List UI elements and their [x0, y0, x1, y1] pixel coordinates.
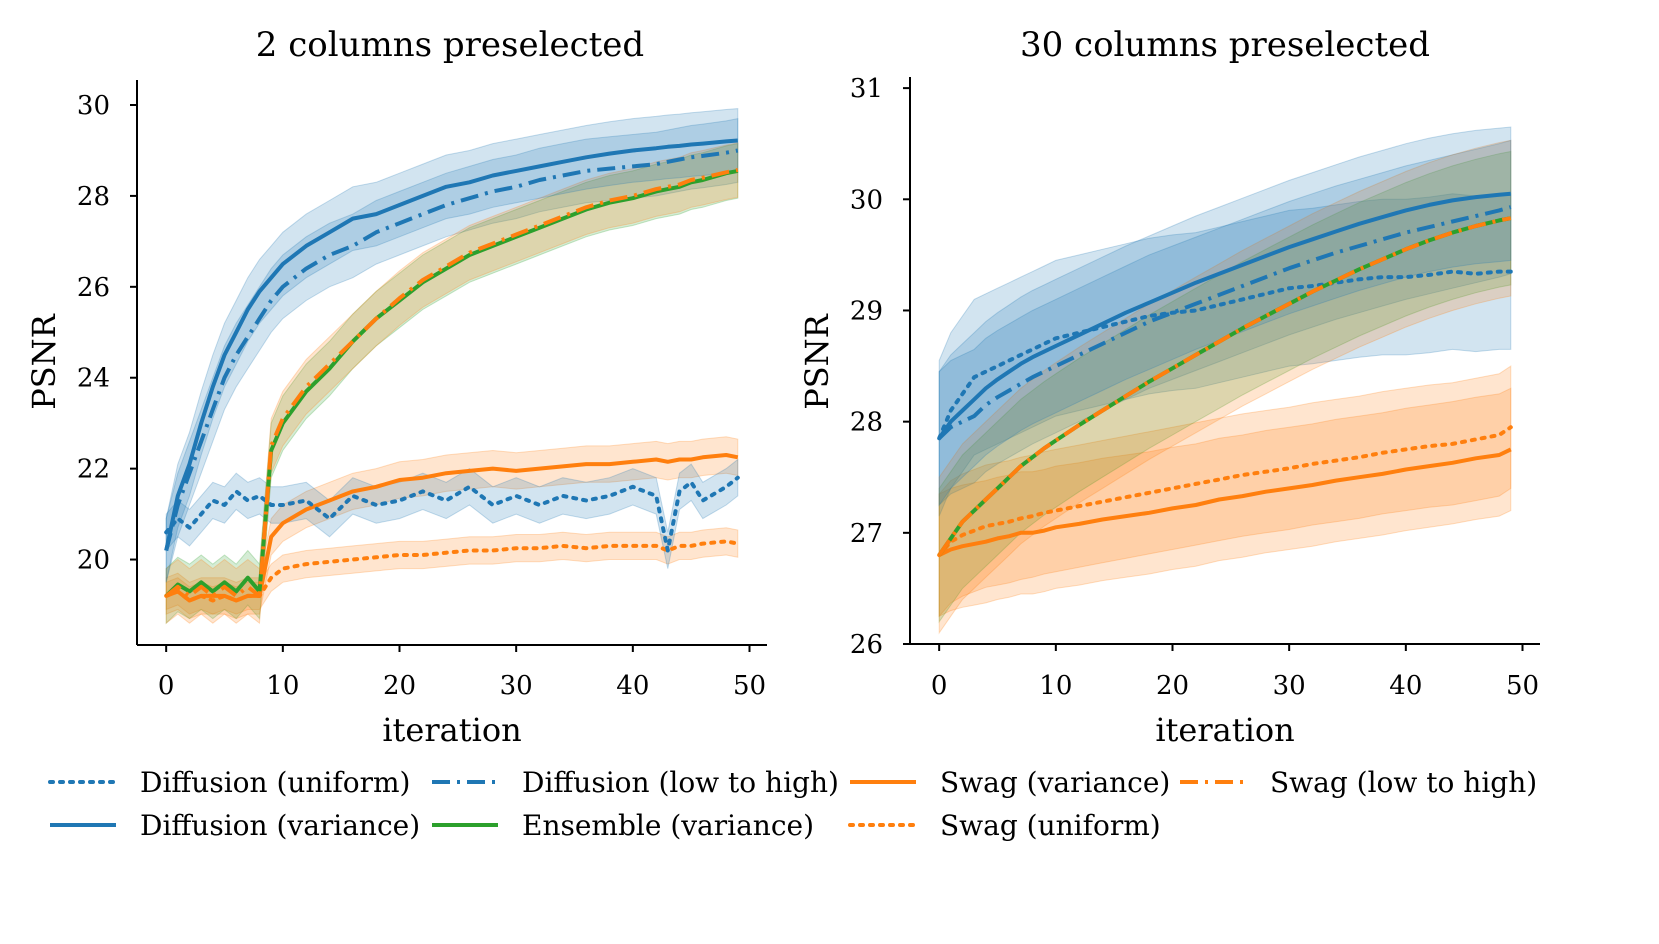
left-y-tick-label: 26: [77, 273, 110, 303]
left-band-diff_lth: [165, 117, 739, 583]
legend-label-diff_lth: Diffusion (low to high): [522, 766, 839, 799]
left-y-tick-label: 22: [77, 455, 110, 485]
legend-label-diff_var: Diffusion (variance): [140, 809, 420, 842]
right-x-tick-label: 50: [1506, 671, 1539, 701]
right-bands: [938, 126, 1512, 635]
left-line-swag_var: [165, 453, 739, 603]
legend-label-swag_uni: Swag (uniform): [940, 809, 1161, 842]
right-line-diff_uni: [937, 269, 1513, 441]
right-line-swag_var: [938, 447, 1512, 557]
left-panel: 2 columns preselected 0 10 20 30 40 50 20 22 24…: [25, 25, 767, 749]
left-y-tick-label: 24: [77, 364, 110, 394]
right-panel: 30 columns preselected 0 10 20 30 40 50 26272…: [798, 25, 1540, 749]
left-line-diff_lth: [164, 148, 739, 551]
legend-label-swag_var: Swag (variance): [940, 766, 1170, 799]
right-line-diff_var: [937, 191, 1511, 440]
left-x-tick-label: 20: [383, 671, 416, 701]
left-x-tick-label: 40: [616, 671, 649, 701]
right-line-swag_lth: [937, 216, 1512, 557]
legend-label-swag_lth: Swag (low to high): [1270, 766, 1537, 799]
right-y-tick-label: 27: [850, 519, 883, 549]
left-x-tick-label: 50: [733, 671, 766, 701]
left-y-tick-label: 30: [77, 91, 110, 121]
left-y-ticks: 20 22 24 26 28 30: [77, 91, 137, 576]
left-line-diff_uni: [164, 475, 740, 553]
right-line-diff_lth: [937, 205, 1512, 440]
left-x-tick-label: 10: [266, 671, 299, 701]
right-x-tick-label: 20: [1156, 671, 1189, 701]
left-y-axis-label: PSNR: [25, 313, 63, 409]
right-x-ticks: 0 10 20 30 40 50: [931, 644, 1539, 701]
left-y-tick-label: 28: [77, 182, 110, 212]
right-band-diff_lth: [938, 139, 1512, 507]
right-band-swag_uni: [938, 365, 1512, 618]
legend-label-ens_var: Ensemble (variance): [522, 809, 814, 842]
right-y-axis-label: PSNR: [798, 313, 836, 409]
legend-label-diff_uni: Diffusion (uniform): [140, 766, 410, 799]
left-x-tick-label: 0: [158, 671, 175, 701]
left-x-axis-label: iteration: [382, 711, 521, 749]
right-x-tick-label: 0: [931, 671, 948, 701]
right-y-tick-label: 26: [850, 630, 883, 660]
right-chart-title: 30 columns preselected: [1020, 25, 1430, 65]
right-y-tick-label: 29: [850, 296, 883, 326]
left-band-swag_var: [165, 436, 739, 620]
left-y-tick-label: 20: [77, 546, 110, 576]
right-line-swag_uni: [937, 425, 1513, 558]
left-band-swag_lth: [165, 142, 739, 625]
right-x-axis-label: iteration: [1155, 711, 1294, 749]
left-lines: [164, 138, 740, 603]
left-x-tick-label: 30: [500, 671, 533, 701]
right-x-tick-label: 10: [1039, 671, 1072, 701]
right-lines: [937, 191, 1513, 558]
right-band-diff_uni: [938, 193, 1512, 517]
left-chart-title: 2 columns preselected: [256, 25, 644, 65]
right-band-swag_var: [938, 387, 1512, 617]
right-y-tick-label: 30: [850, 185, 883, 215]
right-y-ticks: 26 27 28 29 30 31: [850, 74, 910, 660]
right-y-tick-label: 28: [850, 408, 883, 438]
right-x-tick-label: 30: [1273, 671, 1306, 701]
left-line-diff_var: [164, 138, 738, 551]
left-line-swag_lth: [164, 168, 739, 598]
left-band-ens_var: [165, 142, 739, 625]
left-x-ticks: 0 10 20 30 40 50: [158, 645, 766, 701]
right-x-tick-label: 40: [1389, 671, 1422, 701]
legend: Diffusion (uniform) Diffusion (variance) D…: [48, 766, 1537, 842]
right-y-tick-label: 31: [850, 74, 883, 104]
